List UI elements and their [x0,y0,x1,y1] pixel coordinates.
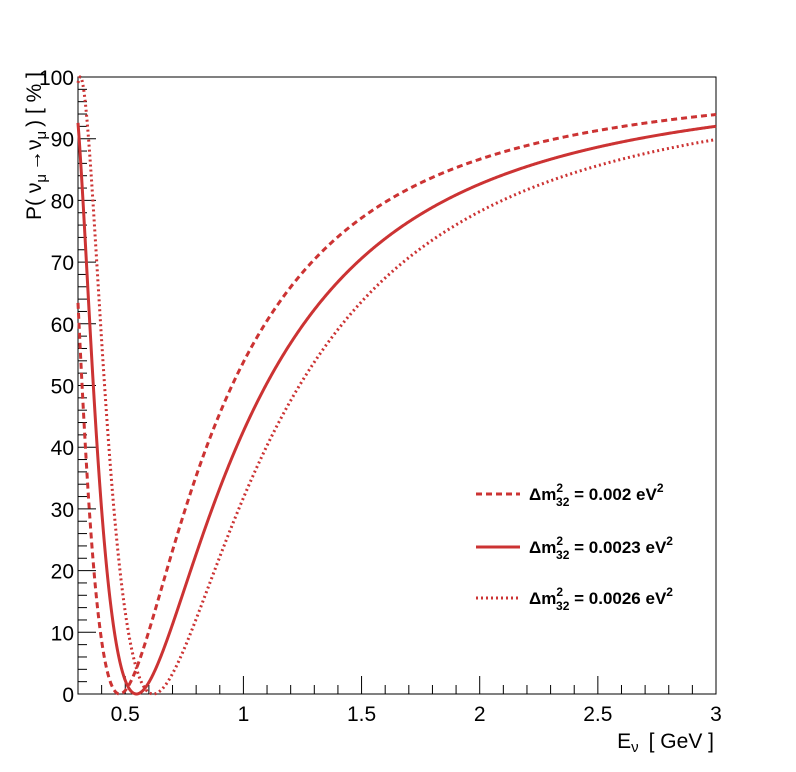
x-tick-label: 1.5 [347,703,376,726]
y-tick-label: 70 [51,252,74,275]
y-axis-label-sub1: μ [33,174,50,183]
y-axis-label-sub2: μ [33,131,50,140]
legend-2-sub: 32 [556,548,570,562]
x-axis-label: Eν [ GeV ] [617,730,714,756]
legend-1-prefix: Δm [529,485,556,504]
legend-1-sup: 2 [556,481,563,495]
y-tick-label: 0 [62,684,74,707]
x-tick-label: 2.5 [583,703,612,726]
y-tick-label: 80 [51,190,74,213]
series-line-1 [76,113,717,696]
legend-entry-3: Δm2 32 = 0.0026 eV2 [476,585,673,613]
legend-1-sub: 32 [556,495,570,509]
x-tick-label: 1 [238,703,250,726]
y-axis-label: P( νμ→νμ) [ % ] [23,72,50,220]
legend-entry-1: Δm2 32 = 0.002 eV2 [476,481,664,509]
y-axis-label-main: P( ν [23,183,46,220]
legend-1-unit-sup: 2 [657,481,664,495]
x-axis-label-main: E [617,730,631,753]
y-axis-label-nu2: ν [23,140,46,151]
curves [76,75,717,696]
x-tick-label: 2 [474,703,486,726]
y-tick-label: 50 [51,376,74,399]
x-tick-label: 3 [710,703,722,726]
y-axis-label-arrow: → [23,150,46,171]
series-line-2 [76,122,717,696]
legend-2-prefix: Δm [529,538,556,557]
x-axis-label-sub: ν [631,739,639,756]
axis-ticks [77,76,717,695]
legend-label-2: Δm2 32 = 0.0023 eV2 [529,534,673,562]
legend-label-3: Δm2 32 = 0.0026 eV2 [529,585,673,613]
legend: Δm2 32 = 0.002 eV2 Δm2 32 = 0.0023 eV2 Δm2… [476,481,673,613]
legend-2-sup: 2 [556,534,563,548]
y-axis-label-unit: ) [ % ] [23,72,46,127]
y-tick-label: 40 [51,437,74,460]
legend-3-unit-sup: 2 [666,585,673,599]
legend-3-prefix: Δm [529,589,556,608]
legend-3-value: = 0.0026 eV [569,589,667,608]
x-axis-label-unit: [ GeV ] [649,730,714,753]
legend-3-sub: 32 [556,599,570,613]
y-tick-label: 10 [51,622,74,645]
legend-label-1: Δm2 32 = 0.002 eV2 [529,481,664,509]
y-tick-label: 90 [51,129,74,152]
x-tick-label: 0.5 [111,703,140,726]
y-tick-label: 30 [51,499,74,522]
legend-2-value: = 0.0023 eV [569,538,667,557]
series-line-3 [76,75,717,696]
legend-entry-2: Δm2 32 = 0.0023 eV2 [476,534,673,562]
y-tick-label: 20 [51,561,74,584]
y-tick-label: 60 [51,314,74,337]
y-tick-label: 100 [39,67,74,90]
legend-2-unit-sup: 2 [666,534,673,548]
legend-1-value: = 0.002 eV [569,485,657,504]
legend-3-sup: 2 [556,585,563,599]
